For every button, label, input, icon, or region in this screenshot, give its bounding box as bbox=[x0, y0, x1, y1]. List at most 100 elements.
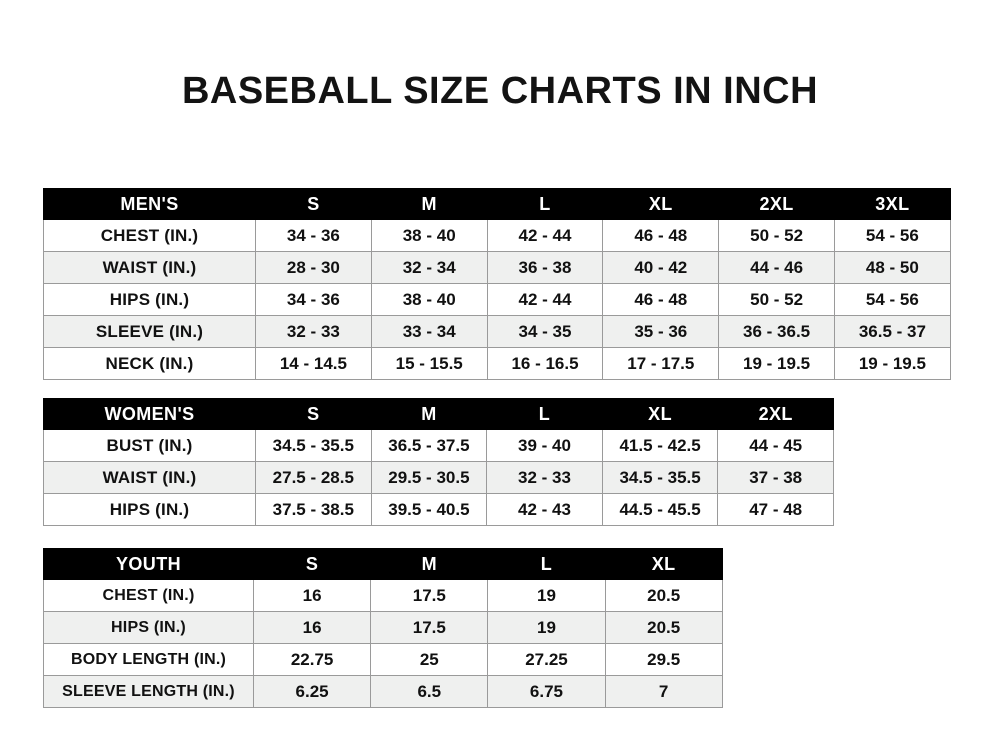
youth-table-head: YOUTH S M L XL bbox=[43, 548, 723, 580]
measurement-cell: 36.5 - 37 bbox=[833, 315, 951, 348]
measurement-cell: 20.5 bbox=[604, 579, 723, 612]
page-title: BASEBALL SIZE CHARTS IN INCH bbox=[181, 70, 819, 112]
mens-column-header-s: S bbox=[255, 188, 372, 220]
mens-table-corner-label: MEN'S bbox=[43, 188, 256, 220]
measurement-cell: 6.5 bbox=[370, 675, 489, 708]
mens-column-header-xl: XL bbox=[602, 188, 720, 220]
measurement-cell: 17 - 17.5 bbox=[602, 347, 720, 380]
womens-table-body: BUST (IN.) 34.5 - 35.5 36.5 - 37.5 39 - 40 4… bbox=[43, 429, 834, 526]
measurement-cell: 27.5 - 28.5 bbox=[255, 461, 372, 494]
row-label: WAIST (IN.) bbox=[43, 251, 256, 284]
table-row: WAIST (IN.) 28 - 30 32 - 34 36 - 38 40 - 42 4… bbox=[43, 251, 951, 284]
measurement-cell: 36 - 38 bbox=[486, 251, 604, 284]
row-label: NECK (IN.) bbox=[43, 347, 256, 380]
table-row: BODY LENGTH (IN.) 22.75 25 27.25 29.5 bbox=[43, 643, 723, 676]
womens-column-header-2xl: 2XL bbox=[717, 398, 834, 430]
measurement-cell: 27.25 bbox=[487, 643, 606, 676]
youth-size-table: YOUTH S M L XL CHEST (IN.) 16 17.5 19 20.5 HIPS (… bbox=[43, 548, 723, 708]
table-row: HIPS (IN.) 37.5 - 38.5 39.5 - 40.5 42 - 43 4… bbox=[43, 493, 834, 526]
measurement-cell: 17.5 bbox=[370, 579, 489, 612]
row-label: HIPS (IN.) bbox=[43, 611, 254, 644]
measurement-cell: 19 - 19.5 bbox=[833, 347, 951, 380]
measurement-cell: 7 bbox=[604, 675, 723, 708]
measurement-cell: 42 - 44 bbox=[486, 219, 604, 252]
measurement-cell: 38 - 40 bbox=[370, 219, 488, 252]
youth-column-header-s: S bbox=[252, 548, 372, 580]
row-label: WAIST (IN.) bbox=[43, 461, 256, 494]
mens-table-body: CHEST (IN.) 34 - 36 38 - 40 42 - 44 46 - 48 5… bbox=[43, 219, 951, 380]
measurement-cell: 34.5 - 35.5 bbox=[601, 461, 719, 494]
measurement-cell: 19 bbox=[487, 611, 606, 644]
youth-column-header-m: M bbox=[370, 548, 489, 580]
measurement-cell: 37 - 38 bbox=[717, 461, 834, 494]
measurement-cell: 46 - 48 bbox=[602, 219, 720, 252]
measurement-cell: 46 - 48 bbox=[602, 283, 720, 316]
measurement-cell: 16 - 16.5 bbox=[486, 347, 604, 380]
measurement-cell: 16 bbox=[252, 579, 372, 612]
measurement-cell: 33 - 34 bbox=[370, 315, 488, 348]
measurement-cell: 36 - 36.5 bbox=[718, 315, 835, 348]
measurement-cell: 39.5 - 40.5 bbox=[370, 493, 488, 526]
measurement-cell: 42 - 43 bbox=[486, 493, 603, 526]
row-label: BODY LENGTH (IN.) bbox=[43, 643, 254, 676]
row-label: CHEST (IN.) bbox=[43, 579, 254, 612]
table-row: NECK (IN.) 14 - 14.5 15 - 15.5 16 - 16.5 17 … bbox=[43, 347, 951, 380]
womens-column-header-l: L bbox=[486, 398, 603, 430]
measurement-cell: 47 - 48 bbox=[717, 493, 834, 526]
measurement-cell: 42 - 44 bbox=[486, 283, 604, 316]
measurement-cell: 34 - 36 bbox=[255, 219, 372, 252]
measurement-cell: 6.25 bbox=[252, 675, 372, 708]
row-label: SLEEVE (IN.) bbox=[43, 315, 256, 348]
row-label: HIPS (IN.) bbox=[43, 283, 256, 316]
measurement-cell: 15 - 15.5 bbox=[370, 347, 488, 380]
youth-table-body: CHEST (IN.) 16 17.5 19 20.5 HIPS (IN.) 16 17.5 1… bbox=[43, 579, 723, 708]
womens-column-header-xl: XL bbox=[601, 398, 719, 430]
measurement-cell: 32 - 33 bbox=[486, 461, 603, 494]
table-row: HIPS (IN.) 16 17.5 19 20.5 bbox=[43, 611, 723, 644]
table-row: SLEEVE LENGTH (IN.) 6.25 6.5 6.75 7 bbox=[43, 675, 723, 708]
measurement-cell: 40 - 42 bbox=[602, 251, 720, 284]
measurement-cell: 34.5 - 35.5 bbox=[255, 429, 372, 462]
measurement-cell: 17.5 bbox=[370, 611, 489, 644]
measurement-cell: 29.5 - 30.5 bbox=[370, 461, 488, 494]
row-label: HIPS (IN.) bbox=[43, 493, 256, 526]
measurement-cell: 19 - 19.5 bbox=[718, 347, 835, 380]
row-label: SLEEVE LENGTH (IN.) bbox=[43, 675, 254, 708]
measurement-cell: 36.5 - 37.5 bbox=[370, 429, 488, 462]
table-row: CHEST (IN.) 34 - 36 38 - 40 42 - 44 46 - 48 5… bbox=[43, 219, 951, 252]
table-row: WAIST (IN.) 27.5 - 28.5 29.5 - 30.5 32 - 33… bbox=[43, 461, 834, 494]
measurement-cell: 34 - 36 bbox=[255, 283, 372, 316]
measurement-cell: 35 - 36 bbox=[602, 315, 720, 348]
measurement-cell: 50 - 52 bbox=[718, 283, 835, 316]
measurement-cell: 37.5 - 38.5 bbox=[255, 493, 372, 526]
measurement-cell: 44 - 45 bbox=[717, 429, 834, 462]
measurement-cell: 38 - 40 bbox=[370, 283, 488, 316]
table-row: SLEEVE (IN.) 32 - 33 33 - 34 34 - 35 35 - 36… bbox=[43, 315, 951, 348]
measurement-cell: 54 - 56 bbox=[833, 283, 951, 316]
measurement-cell: 34 - 35 bbox=[486, 315, 604, 348]
measurement-cell: 48 - 50 bbox=[833, 251, 951, 284]
row-label: CHEST (IN.) bbox=[43, 219, 256, 252]
table-row: BUST (IN.) 34.5 - 35.5 36.5 - 37.5 39 - 40 4… bbox=[43, 429, 834, 462]
mens-table-head: MEN'S S M L XL 2XL 3XL bbox=[43, 188, 951, 220]
measurement-cell: 22.75 bbox=[252, 643, 372, 676]
measurement-cell: 50 - 52 bbox=[718, 219, 835, 252]
mens-column-header-3xl: 3XL bbox=[833, 188, 951, 220]
measurement-cell: 25 bbox=[370, 643, 489, 676]
table-row: HIPS (IN.) 34 - 36 38 - 40 42 - 44 46 - 48 50… bbox=[43, 283, 951, 316]
youth-table-corner-label: YOUTH bbox=[43, 548, 254, 580]
measurement-cell: 54 - 56 bbox=[833, 219, 951, 252]
mens-size-table: MEN'S S M L XL 2XL 3XL CHEST (IN.) 34 - 36 38 - … bbox=[43, 188, 951, 380]
youth-column-header-l: L bbox=[487, 548, 606, 580]
womens-column-header-s: S bbox=[255, 398, 372, 430]
measurement-cell: 29.5 bbox=[604, 643, 723, 676]
measurement-cell: 44 - 46 bbox=[718, 251, 835, 284]
mens-column-header-l: L bbox=[486, 188, 604, 220]
mens-header-row: MEN'S S M L XL 2XL 3XL bbox=[43, 188, 951, 220]
womens-column-header-m: M bbox=[370, 398, 488, 430]
womens-size-table: WOMEN'S S M L XL 2XL BUST (IN.) 34.5 - 35.5 36.… bbox=[43, 398, 834, 526]
measurement-cell: 32 - 34 bbox=[370, 251, 488, 284]
youth-header-row: YOUTH S M L XL bbox=[43, 548, 723, 580]
measurement-cell: 28 - 30 bbox=[255, 251, 372, 284]
